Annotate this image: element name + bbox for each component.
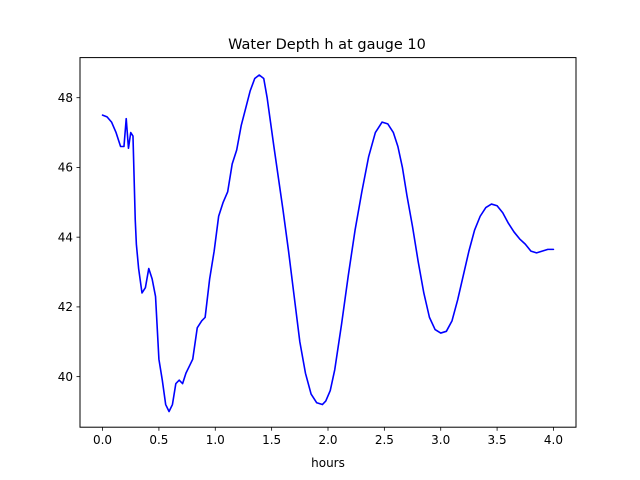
- y-tick-label: 42: [58, 300, 73, 314]
- series-group: [101, 74, 555, 413]
- x-tick-label: 0.5: [149, 433, 168, 447]
- x-tick-label: 2.0: [318, 433, 337, 447]
- x-tick-label: 3.5: [488, 433, 507, 447]
- y-tick-label: 40: [58, 370, 73, 384]
- y-tick-label: 44: [58, 230, 73, 244]
- series-line-0: [101, 74, 555, 413]
- x-tick-label: 4.0: [544, 433, 563, 447]
- x-tick-label: 1.5: [262, 433, 281, 447]
- x-axis-label: hours: [311, 456, 345, 470]
- y-tick-label: 48: [58, 91, 73, 105]
- x-tick-label: 0.0: [93, 433, 112, 447]
- y-tick-label: 46: [58, 161, 73, 175]
- axis-ticks: 0.0 0.5 1.0 1.5 2.0 2.5 3.0 3.5 4.0 40 42 44 46 48: [58, 91, 563, 447]
- x-tick-label: 2.5: [375, 433, 394, 447]
- plot-frame: [79, 57, 577, 428]
- x-tick-label: 3.0: [431, 433, 450, 447]
- chart-title: Water Depth h at gauge 10: [228, 37, 426, 53]
- x-tick-label: 1.0: [206, 433, 225, 447]
